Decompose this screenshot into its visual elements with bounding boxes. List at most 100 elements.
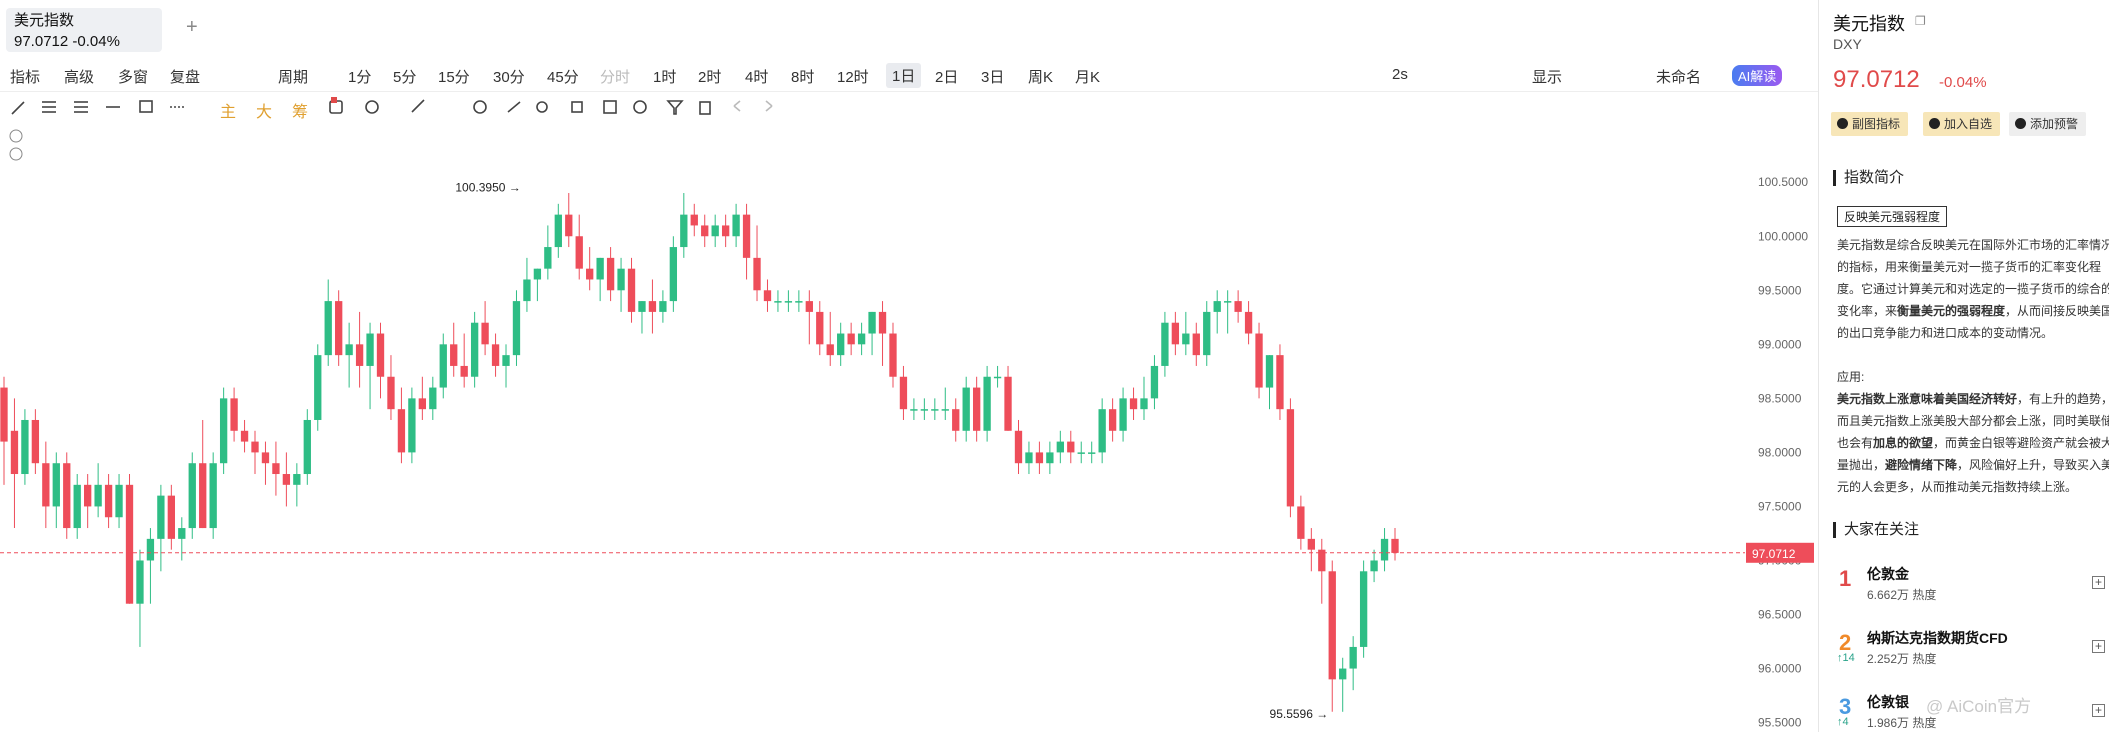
candle-body[interactable] (1046, 452, 1054, 464)
tab-dxy[interactable]: 美元指数 97.0712 -0.04% (6, 8, 162, 52)
toolbar-item-14[interactable]: 4时 (745, 69, 769, 86)
candle-body[interactable] (21, 419, 29, 475)
candle-body[interactable] (753, 257, 761, 291)
candle-body[interactable] (1192, 333, 1200, 356)
sidebar-button-2[interactable]: 添加预警 (2009, 112, 2087, 136)
candle-body[interactable] (188, 463, 196, 529)
candle-body[interactable] (972, 387, 981, 431)
candle-body[interactable] (1255, 333, 1263, 388)
candle-body[interactable] (209, 463, 217, 529)
candle-body[interactable] (690, 214, 698, 226)
candle-body[interactable] (282, 474, 291, 485)
candle-body[interactable] (575, 236, 583, 269)
candle-body[interactable] (1182, 333, 1190, 345)
toolbar-item-7[interactable]: 5分 (393, 69, 417, 86)
candle-body[interactable] (669, 247, 678, 302)
candle-body[interactable] (324, 301, 332, 356)
candle-body[interactable] (606, 257, 615, 291)
toolbar-item-3[interactable]: 复盘 (170, 69, 201, 86)
candle-body[interactable] (387, 376, 395, 410)
candle-body[interactable] (355, 344, 364, 366)
candle-body[interactable] (31, 419, 40, 464)
candle-body[interactable] (418, 398, 427, 410)
toolbar-item-16[interactable]: 12时 (837, 69, 869, 86)
candle-body[interactable] (701, 225, 709, 237)
candle-body[interactable] (941, 409, 949, 411)
candle-body[interactable] (293, 474, 301, 485)
candle-body[interactable] (523, 279, 531, 302)
candle-body[interactable] (1056, 441, 1064, 453)
candle-body[interactable] (167, 495, 175, 539)
toolbar-item-22[interactable]: 2s (1392, 66, 1408, 83)
candle-body[interactable] (1140, 398, 1148, 410)
toolbar-item-25[interactable]: AI解读 (1732, 65, 1783, 86)
toolbar-item-6[interactable]: 1分 (348, 69, 372, 86)
big-indicator-button[interactable]: 大 (256, 104, 273, 121)
candle-body[interactable] (397, 409, 406, 453)
candle-body[interactable] (366, 333, 374, 366)
drawing-tools-icons[interactable] (0, 92, 860, 124)
candle-body[interactable] (272, 463, 280, 475)
candle-body[interactable] (617, 268, 625, 291)
watch-item-name[interactable]: 伦敦银 (1867, 694, 1909, 710)
chip-indicator-button[interactable]: 筹 (292, 104, 309, 121)
candle-body[interactable] (1297, 506, 1305, 539)
candle-body[interactable] (1286, 409, 1295, 507)
candle-body[interactable] (586, 268, 594, 280)
candle-body[interactable] (1265, 355, 1274, 388)
candle-body[interactable] (408, 398, 416, 453)
candle-body[interactable] (73, 484, 81, 529)
main-indicator-button[interactable]: 主 (220, 104, 237, 121)
toolbar-item-23[interactable]: 显示 (1532, 69, 1563, 86)
candle-body[interactable] (1108, 409, 1117, 431)
candle-body[interactable] (1161, 322, 1169, 366)
candle-body[interactable] (219, 398, 228, 464)
candle-body[interactable] (910, 409, 918, 411)
candle-body[interactable] (816, 311, 824, 345)
candle-body[interactable] (742, 214, 751, 258)
candle-body[interactable] (732, 214, 740, 237)
candle-body[interactable] (470, 322, 479, 377)
candle-body[interactable] (931, 409, 939, 411)
candle-body[interactable] (1014, 430, 1023, 464)
candle-body[interactable] (711, 225, 719, 237)
candle-body[interactable] (596, 257, 604, 280)
toolbar-item-5[interactable]: 周期 (278, 69, 309, 86)
candle-body[interactable] (847, 333, 855, 345)
toolbar-item-12[interactable]: 1时 (653, 69, 677, 86)
candle-body[interactable] (84, 484, 92, 507)
candle-body[interactable] (115, 484, 123, 518)
toolbar-item-2[interactable]: 多窗 (118, 69, 149, 86)
candle-body[interactable] (1224, 301, 1232, 303)
candle-body[interactable] (146, 538, 155, 561)
candle-body[interactable] (784, 301, 793, 303)
candle-body[interactable] (962, 387, 970, 431)
candle-body[interactable] (136, 560, 144, 604)
add-watch-button[interactable]: + (2092, 640, 2105, 653)
toolbar-item-8[interactable]: 15分 (438, 69, 470, 86)
candle-body[interactable] (1067, 441, 1075, 453)
toolbar-item-17[interactable]: 1日 (886, 63, 922, 88)
candle-body[interactable] (795, 301, 803, 303)
candle-body[interactable] (1035, 452, 1044, 464)
candle-body[interactable] (544, 247, 552, 269)
candle-body[interactable] (1129, 398, 1138, 410)
candle-body[interactable] (429, 387, 437, 410)
candle-body[interactable] (1213, 301, 1221, 312)
toolbar-item-13[interactable]: 2时 (698, 69, 722, 86)
candle-body[interactable] (335, 301, 343, 356)
candle-body[interactable] (1318, 549, 1326, 572)
candle-body[interactable] (565, 214, 573, 237)
toolbar-item-19[interactable]: 3日 (981, 69, 1005, 86)
candle-body[interactable] (303, 419, 311, 475)
candle-body[interactable] (10, 430, 19, 475)
toolbar-item-11[interactable]: 分时 (600, 69, 631, 86)
candle-body[interactable] (314, 355, 322, 420)
candle-body[interactable] (774, 301, 782, 303)
add-watch-button[interactable]: + (2092, 704, 2105, 717)
candle-body[interactable] (878, 311, 887, 334)
candle-body[interactable] (0, 387, 8, 442)
candle-body[interactable] (648, 301, 657, 312)
candle-body[interactable] (1349, 646, 1357, 669)
candle-body[interactable] (983, 376, 991, 431)
